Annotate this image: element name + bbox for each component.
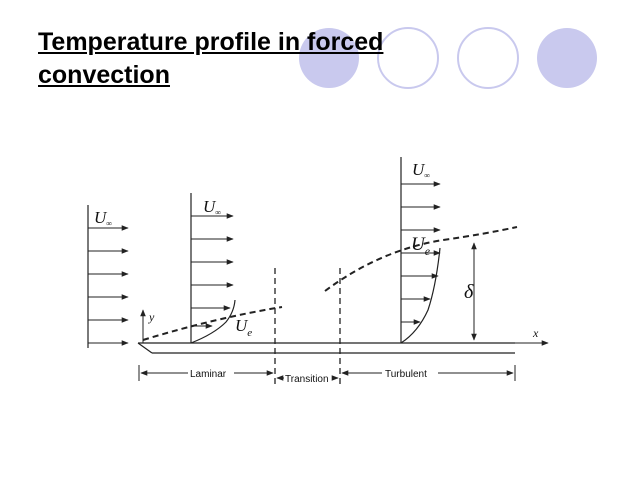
delta-label: δ: [464, 281, 474, 303]
decorative-circle: [377, 27, 439, 89]
freestream-velocity-profile: [87, 205, 129, 348]
turbulent-velocity-profile: [400, 157, 441, 344]
turbulent-region-label: Turbulent: [385, 369, 427, 380]
region-dimension-lines: [138, 365, 516, 381]
u-e-laminar-label: Ue: [235, 316, 252, 339]
u-infinity-label-1: U∞: [94, 208, 112, 228]
slide-title-line2: convection: [38, 61, 170, 89]
u-infinity-label-2: U∞: [203, 197, 221, 217]
flat-plate: [137, 342, 515, 354]
turbulent-boundary-layer-edge: [324, 226, 518, 292]
laminar-region-label: Laminar: [190, 369, 227, 380]
decorative-circle: [537, 28, 597, 88]
transition-region-label: Transition: [285, 374, 329, 385]
decorative-circles: [299, 27, 597, 89]
decorative-circle: [299, 28, 359, 88]
y-axis-label: y: [148, 310, 155, 324]
u-infinity-label-3: U∞: [412, 160, 430, 180]
decorative-circle: [457, 27, 519, 89]
slide-title: Temperature profile in forced convection: [38, 26, 478, 92]
slide-title-line1: Temperature profile in forced: [38, 28, 384, 56]
laminar-velocity-profile: [190, 193, 236, 344]
laminar-boundary-layer-edge: [142, 306, 283, 341]
x-axis-label: x: [532, 326, 539, 340]
